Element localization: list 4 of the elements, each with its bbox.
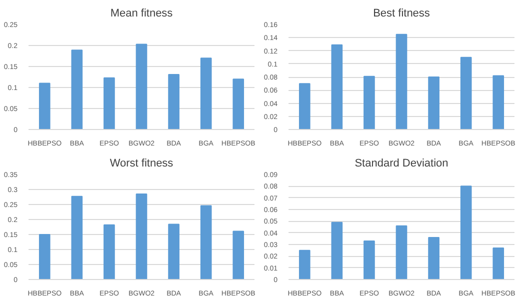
chart-title: Best fitness [373, 8, 430, 20]
chart-title: Mean fitness [110, 8, 174, 20]
chart-title: Standard Deviation [354, 158, 448, 170]
chart-title: Worst fitness [110, 158, 174, 170]
